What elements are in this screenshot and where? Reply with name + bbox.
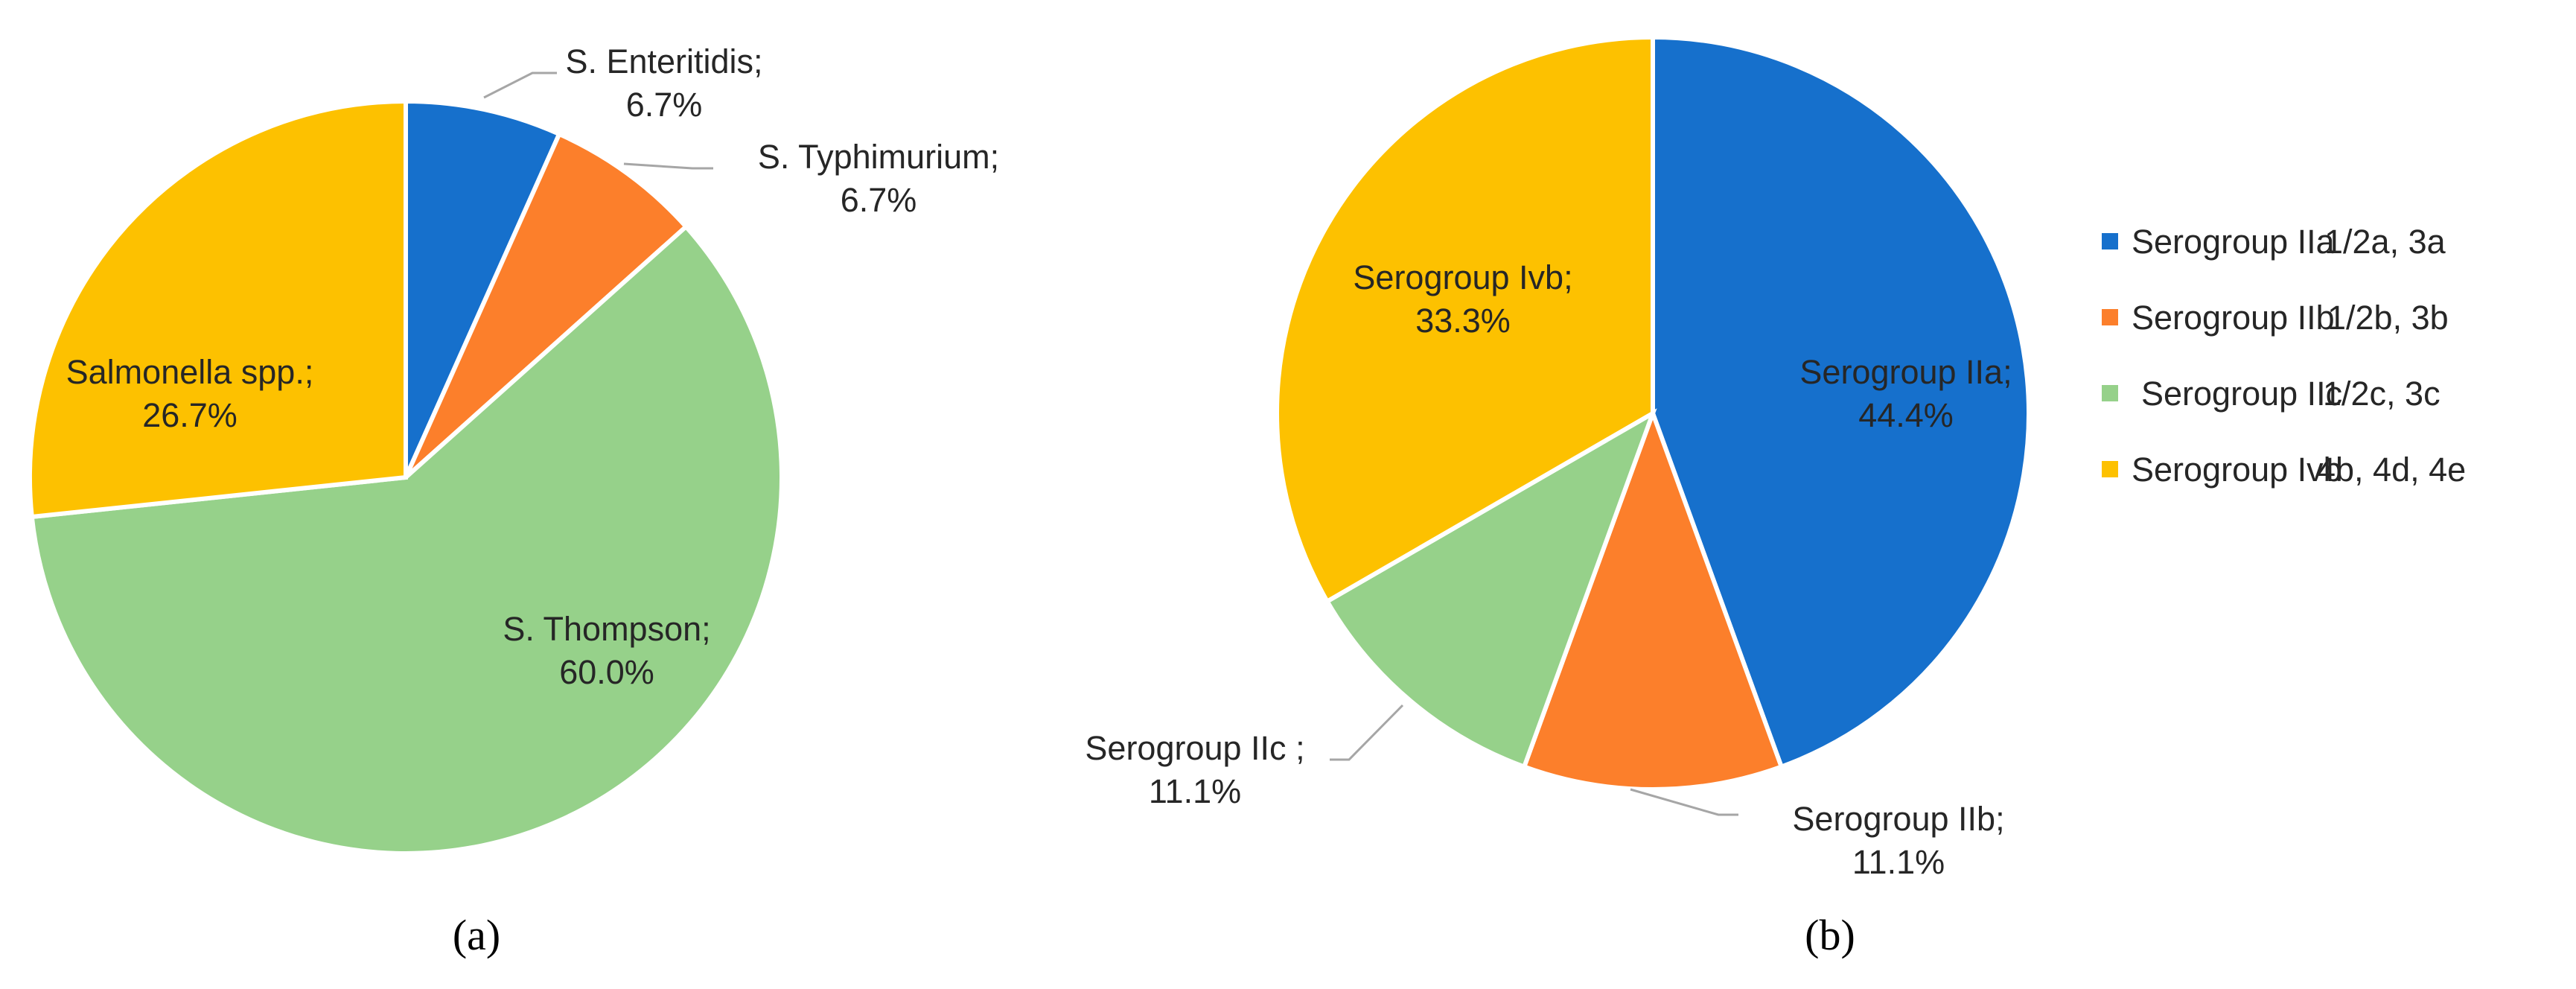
label-serogroup-iic: Serogroup IIc ; 11.1% xyxy=(1085,729,1304,810)
legend-swatch-serogroup-iic xyxy=(2102,385,2118,401)
pie-b-slice-serogroup-ivb xyxy=(1275,34,1655,605)
pie-a-leader-lines xyxy=(483,71,713,170)
panel-label-a: (a) xyxy=(453,911,500,959)
leader-line-serogroup-iib xyxy=(1630,788,1738,816)
pie-a-slice-s-thompson xyxy=(29,223,784,856)
pie-b-slice-serogroup-iia xyxy=(1651,34,2031,770)
leader-line-enteritidis xyxy=(483,71,557,99)
pie-a-slice-salmonella-spp xyxy=(28,98,408,520)
pie-b-slice-serogroup-iic xyxy=(1324,408,1657,770)
label-serogroup-iib: Serogroup IIb; 11.1% xyxy=(1792,800,2004,881)
legend-swatch-serogroup-ivb xyxy=(2102,461,2118,477)
pie-b-slice-serogroup-iib xyxy=(1521,407,1785,792)
pie-a-slice-s-enteritidis xyxy=(404,98,563,479)
legend-detail-serogroup-iic: 1/2c, 3c xyxy=(2323,375,2440,413)
pie-chart-a xyxy=(28,98,784,856)
legend-label-serogroup-ivb: Serogroup Ivb xyxy=(2132,451,2342,489)
pie-a-labels: S. Enteritidis; 6.7% S. Typhimurium; 6.7% S.… xyxy=(66,42,999,691)
label-s-typhimurium: S. Typhimurium; 6.7% xyxy=(758,138,999,219)
leader-line-typhimurium xyxy=(623,162,713,170)
legend-label-serogroup-iib: Serogroup IIb xyxy=(2132,299,2335,337)
leader-line-serogroup-iic xyxy=(1330,704,1404,761)
label-s-thompson: S. Thompson; 60.0% xyxy=(503,610,710,691)
legend-detail-serogroup-iia: 1/2a, 3a xyxy=(2324,223,2446,261)
legend-label-serogroup-iia: Serogroup IIa xyxy=(2132,223,2336,261)
legend-swatch-serogroup-iia xyxy=(2102,233,2118,249)
panel-label-b: (b) xyxy=(1805,911,1855,959)
pie-b-labels: Serogroup IIa; 44.4% Serogroup IIb; 11.1% Se… xyxy=(1085,258,2012,881)
label-salmonella-spp: Salmonella spp.; 26.7% xyxy=(66,353,314,434)
legend-detail-serogroup-iib: 1/2b, 3b xyxy=(2327,299,2449,337)
legend-swatch-serogroup-iib xyxy=(2102,309,2118,325)
pie-chart-b xyxy=(1275,34,2031,792)
legend-label-serogroup-iic: Serogroup IIc xyxy=(2141,375,2342,413)
label-serogroup-ivb: Serogroup Ivb; 33.3% xyxy=(1353,258,1572,340)
label-serogroup-iia: Serogroup IIa; 44.4% xyxy=(1799,353,2012,434)
label-s-enteritidis: S. Enteritidis; 6.7% xyxy=(565,42,762,124)
legend-detail-serogroup-ivb: 4b, 4d, 4e xyxy=(2317,451,2466,489)
pie-a-slice-s-typhimurium xyxy=(404,131,689,480)
pie-b-leader-lines xyxy=(1330,704,1738,816)
